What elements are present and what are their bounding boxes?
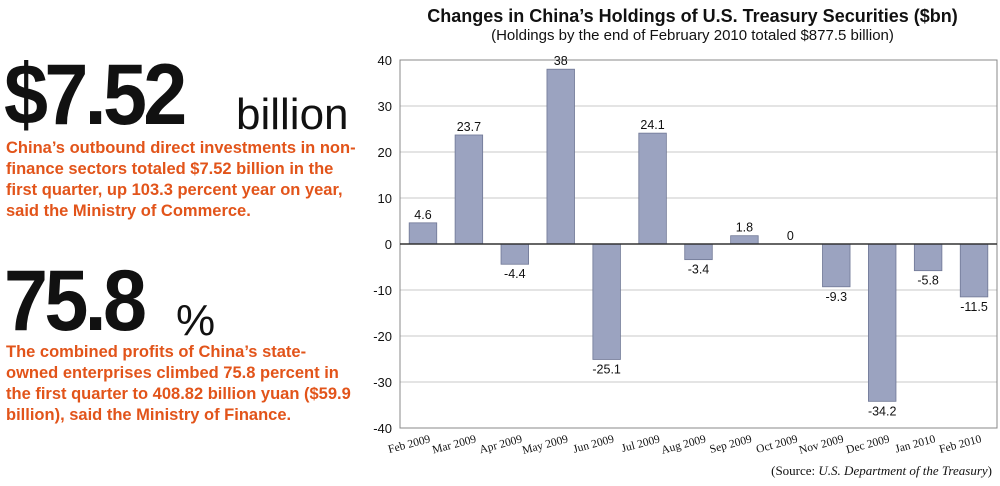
- y-tick-label: -40: [373, 421, 392, 436]
- bar-value-label: 23.7: [457, 120, 481, 134]
- y-tick-label: 40: [378, 53, 392, 68]
- stats-panel: $7.52 billion China’s outbound direct in…: [0, 0, 360, 486]
- stat-investment-value: $7.52 billion: [4, 46, 349, 145]
- x-tick-label: Jul 2009: [620, 433, 661, 455]
- bar-value-label: -25.1: [592, 362, 621, 376]
- bar-value-label: 4.6: [414, 208, 431, 222]
- x-tick-label: Mar 2009: [431, 433, 478, 456]
- x-tick-label: Dec 2009: [845, 433, 891, 456]
- bar: [684, 243, 713, 261]
- source-prefix: (Source:: [771, 463, 819, 478]
- bar: [868, 243, 897, 402]
- stat-investment-number: $7.52: [4, 47, 187, 143]
- y-tick-label: 30: [378, 99, 392, 114]
- x-tick-label: Oct 2009: [755, 433, 799, 456]
- chart-title: Changes in China’s Holdings of U.S. Trea…: [427, 6, 958, 26]
- chart-source: (Source: U.S. Department of the Treasury…: [771, 463, 992, 479]
- x-tick-label: Jun 2009: [572, 433, 616, 455]
- bar-value-label: -11.5: [960, 300, 988, 314]
- stat-profit-value: 75.8 %: [4, 252, 215, 351]
- x-tick-label: Sep 2009: [708, 433, 753, 456]
- bar: [913, 243, 943, 272]
- stat-profit-unit: %: [176, 296, 216, 345]
- x-tick-label: Jan 2010: [894, 433, 937, 455]
- x-tick-label: Feb 2010: [938, 433, 983, 456]
- stat-profit-description: The combined profits of China’s state-ow…: [6, 343, 351, 424]
- bar: [638, 132, 667, 245]
- bar-value-label: -34.2: [868, 404, 897, 418]
- y-tick-label: -10: [373, 283, 392, 298]
- bar-value-label: 1.8: [736, 221, 753, 235]
- y-tick-label: -30: [373, 375, 392, 390]
- stat-investment-description: China’s outbound direct investments in n…: [6, 139, 356, 220]
- x-tick-label: Feb 2009: [387, 433, 432, 456]
- y-tick-label: 20: [378, 145, 392, 160]
- bar: [454, 134, 484, 245]
- y-tick-label: 0: [385, 237, 392, 252]
- x-tick-label: Aug 2009: [660, 433, 707, 456]
- bar: [822, 243, 851, 288]
- stat-profit-number: 75.8: [4, 253, 147, 349]
- bar-value-label: 0: [787, 229, 794, 243]
- x-tick-label: Apr 2009: [478, 433, 524, 456]
- stat-investment-unit: billion: [236, 90, 349, 139]
- bar-value-label: 24.1: [640, 118, 664, 132]
- bar-value-label: -3.4: [688, 263, 710, 277]
- x-tick-label: May 2009: [521, 433, 570, 457]
- bar: [408, 222, 438, 245]
- bar: [730, 235, 759, 245]
- bar: [546, 68, 575, 245]
- chart-subtitle: (Holdings by the end of February 2010 to…: [491, 27, 894, 44]
- bar: [592, 243, 621, 360]
- bar-value-label: 38: [554, 54, 568, 68]
- source-name: U.S. Department of the Treasury: [818, 463, 988, 478]
- y-tick-label: -20: [373, 329, 392, 344]
- x-tick-label: Nov 2009: [798, 433, 845, 456]
- y-tick-label: 10: [378, 191, 392, 206]
- source-suffix: ): [987, 463, 992, 478]
- bar: [500, 243, 529, 265]
- bar-value-label: -4.4: [504, 267, 526, 281]
- bar-value-label: -5.8: [917, 274, 939, 288]
- bar: [959, 243, 989, 298]
- bar-value-label: -9.3: [825, 290, 847, 304]
